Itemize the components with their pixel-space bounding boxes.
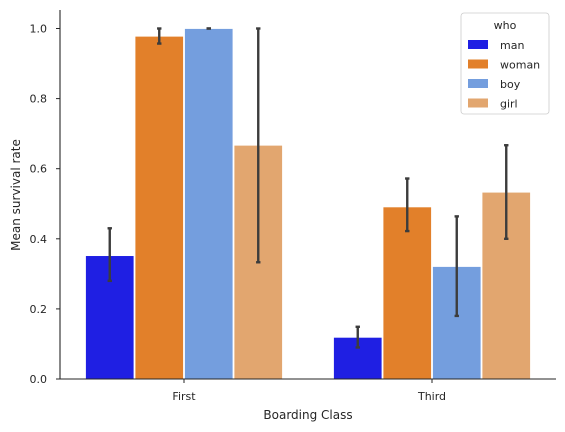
legend: who man woman boy girl [461, 13, 549, 114]
y-axis-label: Mean survival rate [9, 139, 23, 251]
y-ticks-group: 0.0 0.2 0.4 0.6 0.8 1.0 [30, 23, 61, 387]
x-tick-label-first: First [172, 390, 196, 403]
legend-label-woman: woman [500, 59, 540, 72]
legend-label-man: man [500, 39, 524, 52]
x-axis-label: Boarding Class [263, 408, 352, 422]
legend-label-girl: girl [500, 98, 518, 111]
legend-label-boy: boy [500, 78, 521, 91]
bar-boy-first [185, 29, 234, 380]
y-tick-label: 0.2 [30, 303, 48, 316]
legend-swatch-woman [468, 60, 488, 69]
y-tick-label: 0.4 [30, 233, 48, 246]
legend-swatch-girl [468, 99, 488, 108]
legend-swatch-man [468, 40, 488, 49]
x-ticks-group: First Third [172, 379, 446, 403]
legend-swatch-boy [468, 79, 488, 88]
bar-woman-first [135, 36, 184, 379]
y-tick-label: 0.8 [30, 93, 48, 106]
x-tick-label-third: Third [417, 390, 446, 403]
y-tick-label: 0.0 [30, 373, 48, 386]
bar-woman-third [383, 207, 432, 379]
y-tick-label: 0.6 [30, 163, 48, 176]
legend-title: who [494, 19, 517, 32]
y-tick-label: 1.0 [30, 23, 48, 36]
